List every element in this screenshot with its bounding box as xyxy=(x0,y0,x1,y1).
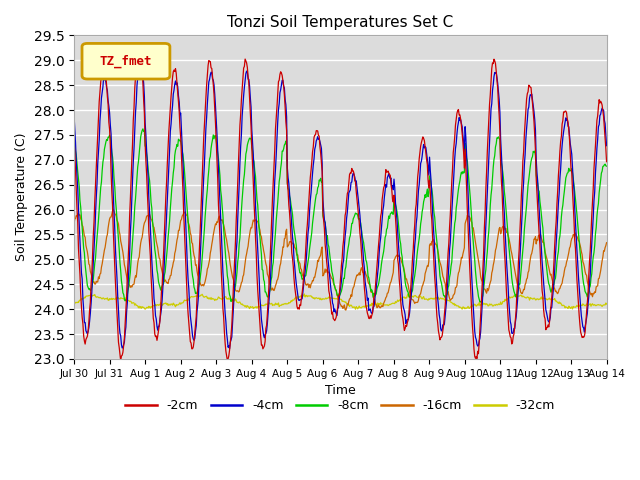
-8cm xyxy=(406,295,413,300)
-8cm xyxy=(70,141,78,147)
-16cm xyxy=(136,254,143,260)
-4cm xyxy=(406,302,414,308)
Line: -8cm: -8cm xyxy=(74,129,607,302)
-32cm xyxy=(603,301,611,307)
Line: -16cm: -16cm xyxy=(74,209,607,310)
-4cm xyxy=(134,69,142,75)
-4cm xyxy=(70,112,78,118)
-4cm xyxy=(226,346,234,351)
-8cm xyxy=(80,245,88,251)
-2cm xyxy=(603,159,611,165)
-4cm xyxy=(136,57,144,62)
-8cm xyxy=(189,277,197,283)
FancyBboxPatch shape xyxy=(82,43,170,79)
Line: -2cm: -2cm xyxy=(74,46,607,361)
-16cm xyxy=(422,268,429,274)
-2cm xyxy=(422,150,429,156)
-8cm xyxy=(477,300,485,305)
-2cm xyxy=(70,137,78,143)
-8cm xyxy=(134,158,142,164)
-16cm xyxy=(406,291,414,297)
Line: -4cm: -4cm xyxy=(74,60,607,348)
-16cm xyxy=(109,206,117,212)
-2cm xyxy=(406,292,414,298)
-2cm xyxy=(190,339,198,345)
-4cm xyxy=(218,232,225,238)
Title: Tonzi Soil Temperatures Set C: Tonzi Soil Temperatures Set C xyxy=(227,15,453,30)
-2cm xyxy=(80,333,88,339)
-8cm xyxy=(421,192,429,198)
Legend: -2cm, -4cm, -8cm, -16cm, -32cm: -2cm, -4cm, -8cm, -16cm, -32cm xyxy=(120,395,560,418)
-32cm xyxy=(217,296,225,301)
-32cm xyxy=(80,296,88,301)
-32cm xyxy=(406,292,414,298)
-2cm xyxy=(136,49,144,55)
-16cm xyxy=(603,240,611,246)
-16cm xyxy=(189,248,197,254)
-32cm xyxy=(70,300,78,306)
-16cm xyxy=(342,307,349,313)
-8cm xyxy=(218,194,225,200)
-32cm xyxy=(422,296,429,302)
-32cm xyxy=(404,291,412,297)
-4cm xyxy=(189,336,197,342)
-8cm xyxy=(139,126,147,132)
Y-axis label: Soil Temperature (C): Soil Temperature (C) xyxy=(15,133,28,262)
-32cm xyxy=(351,306,359,312)
-16cm xyxy=(70,221,78,227)
X-axis label: Time: Time xyxy=(325,384,356,397)
-16cm xyxy=(218,217,225,223)
-32cm xyxy=(189,294,196,300)
-4cm xyxy=(603,143,611,149)
-2cm xyxy=(117,358,125,364)
-8cm xyxy=(603,163,611,169)
-16cm xyxy=(80,229,88,235)
Text: TZ_fmet: TZ_fmet xyxy=(99,55,152,68)
-2cm xyxy=(218,287,226,293)
-4cm xyxy=(422,144,429,150)
Line: -32cm: -32cm xyxy=(74,294,607,309)
-32cm xyxy=(134,305,142,311)
-2cm xyxy=(136,43,143,49)
-4cm xyxy=(80,306,88,312)
